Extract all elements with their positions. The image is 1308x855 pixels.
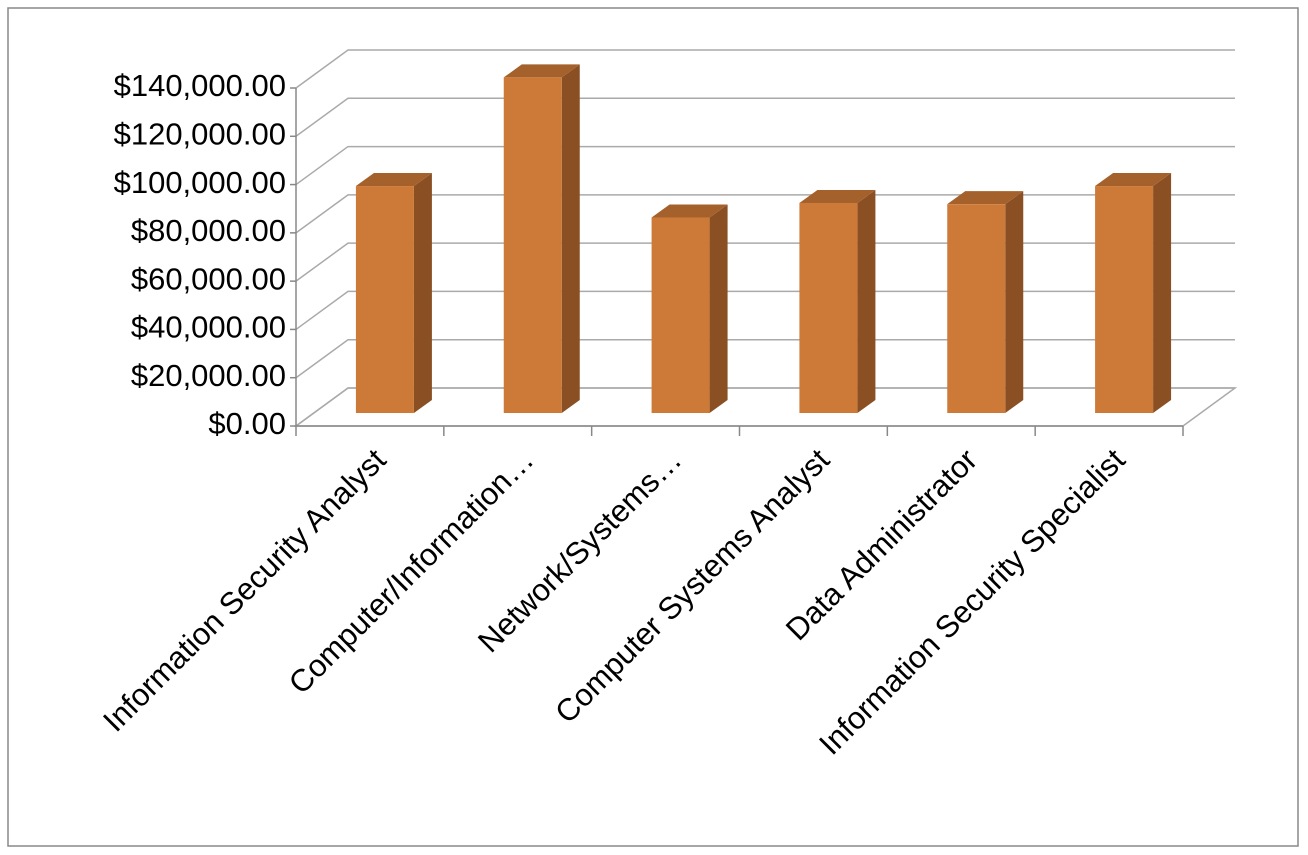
grid-line: [295, 97, 1235, 137]
bar: [651, 217, 710, 413]
grid-line: [295, 194, 1235, 234]
bar: [1095, 186, 1154, 413]
bar-side: [1005, 191, 1024, 413]
bar-top: [1095, 173, 1172, 187]
bar-top: [651, 204, 728, 218]
y-tick-label: $100,000.00: [114, 165, 286, 200]
bar-side: [709, 204, 728, 413]
bar: [503, 77, 562, 414]
bar-side: [1153, 173, 1172, 413]
grid-line: [295, 290, 1235, 331]
bar-top: [799, 189, 876, 203]
bar-top: [503, 64, 580, 78]
bar-top: [947, 191, 1024, 205]
bar-top: [355, 173, 432, 187]
grid-line: [295, 387, 1235, 427]
grid-line: [295, 338, 1235, 379]
y-tick-label: $80,000.00: [131, 213, 286, 248]
grid-line: [295, 242, 1235, 282]
y-tick-label: $60,000.00: [131, 261, 286, 296]
chart-border: [7, 7, 1299, 847]
y-tick-label: $120,000.00: [114, 116, 286, 151]
bar-side: [413, 173, 432, 413]
y-tick-label: $40,000.00: [131, 310, 286, 345]
bar: [355, 186, 414, 413]
grid-line: [295, 145, 1235, 186]
bar: [799, 202, 858, 413]
bar: [947, 204, 1006, 413]
grid-line: [295, 49, 1235, 89]
y-tick-label: $20,000.00: [131, 358, 286, 393]
bar-side: [857, 189, 876, 413]
bar-side: [561, 64, 580, 414]
y-tick-label: $0.00: [208, 406, 286, 441]
y-tick-label: $140,000.00: [114, 68, 286, 103]
